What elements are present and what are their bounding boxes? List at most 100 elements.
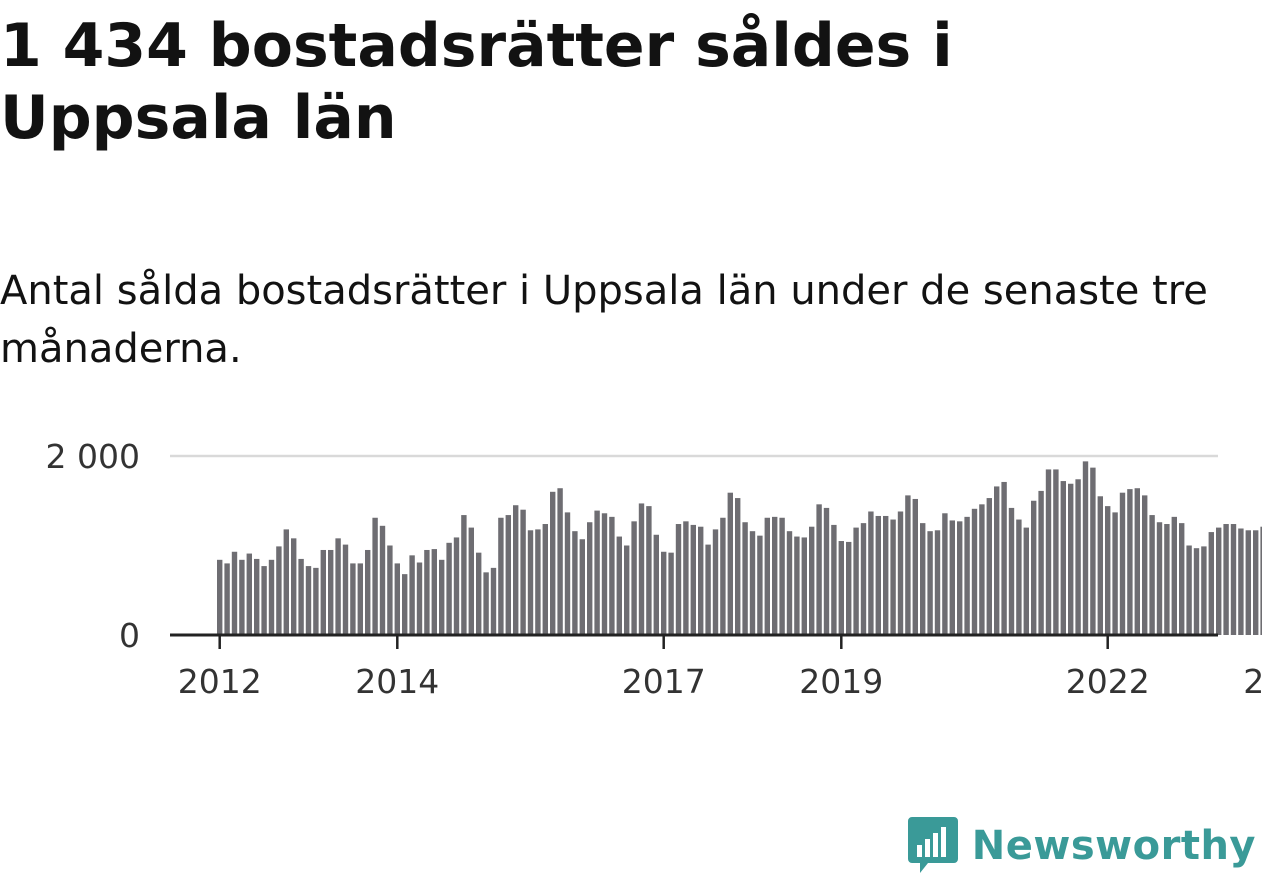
- bar: [1223, 524, 1229, 635]
- y-tick-label: 0: [119, 616, 140, 655]
- bar: [490, 567, 497, 635]
- bar: [846, 541, 852, 635]
- bar: [823, 507, 830, 635]
- bar: [690, 524, 696, 635]
- bar: [786, 531, 793, 635]
- bar: [468, 527, 474, 635]
- bar: [979, 504, 985, 635]
- bar: [542, 524, 548, 635]
- bar: [217, 559, 223, 635]
- bar: [1149, 515, 1155, 635]
- bar: [1031, 500, 1037, 635]
- bar: [1186, 545, 1192, 635]
- page-subtitle: Antal sålda bostadsrätter i Uppsala län …: [0, 268, 1208, 372]
- bar: [409, 555, 415, 635]
- bar: [513, 505, 519, 635]
- bar: [964, 516, 970, 635]
- bar: [1127, 489, 1133, 635]
- bar: [809, 526, 815, 635]
- bar: [535, 529, 541, 635]
- bar: [483, 572, 489, 635]
- bar: [557, 488, 563, 635]
- bar: [1060, 481, 1066, 635]
- bar: [476, 552, 482, 635]
- bar: [1082, 461, 1089, 635]
- bar: [1156, 522, 1163, 635]
- bar: [283, 529, 289, 635]
- bar: [446, 542, 452, 635]
- bar: [831, 524, 837, 635]
- bar: [661, 551, 667, 635]
- bar: [564, 512, 571, 635]
- bar: [764, 517, 770, 635]
- bar: [942, 513, 948, 635]
- bar: [387, 545, 393, 635]
- bar: [1193, 548, 1200, 635]
- bar: [609, 516, 615, 635]
- bar: [505, 515, 511, 635]
- bar: [379, 525, 386, 635]
- bar: [698, 526, 704, 635]
- bar: [601, 513, 608, 635]
- bar: [1216, 527, 1222, 635]
- bar: [527, 530, 534, 635]
- bar: [1171, 516, 1177, 635]
- bar: [653, 534, 659, 635]
- bar: [927, 531, 933, 635]
- bar-value-label: 1 434: [1259, 454, 1262, 493]
- bar: [320, 549, 326, 635]
- bar: [1053, 469, 1059, 635]
- brand-name: Newsworthy: [971, 823, 1256, 869]
- bar: [246, 553, 252, 635]
- bar: [1245, 530, 1251, 635]
- bar: [868, 511, 874, 635]
- bar: [1038, 490, 1044, 635]
- bar: [291, 538, 297, 635]
- bar: [712, 529, 719, 635]
- bar: [638, 503, 645, 635]
- bar: [631, 521, 637, 635]
- bar: [816, 504, 822, 635]
- bar: [683, 521, 689, 635]
- bar: [1201, 546, 1207, 635]
- bar: [920, 523, 926, 635]
- bar: [646, 506, 652, 635]
- bar: [231, 551, 238, 635]
- bar: [342, 544, 349, 635]
- bar: [579, 539, 585, 635]
- bar: [372, 517, 378, 635]
- bar: [838, 541, 844, 635]
- bar: [424, 549, 430, 635]
- bar: [461, 515, 467, 635]
- bar: [224, 563, 230, 635]
- bar: [1134, 488, 1140, 635]
- x-tick-label: 2014: [355, 662, 439, 701]
- bar: [431, 549, 437, 635]
- bar: [957, 521, 963, 635]
- bar: [1238, 528, 1244, 635]
- bar: [897, 511, 904, 635]
- bar: [394, 563, 400, 635]
- bar: [550, 491, 556, 635]
- bar: [305, 566, 312, 635]
- x-tick-label: 2019: [799, 662, 883, 701]
- bar: [727, 492, 733, 635]
- bar: [268, 559, 275, 635]
- bar: [1142, 495, 1148, 635]
- bar: [1112, 512, 1118, 635]
- bar: [883, 515, 889, 635]
- bar: [1016, 519, 1022, 635]
- bar: [350, 563, 356, 635]
- bar: [357, 563, 363, 635]
- bar: [986, 498, 992, 635]
- bar: [794, 536, 800, 635]
- bar: [860, 523, 867, 635]
- bar: [749, 531, 756, 635]
- bar: [261, 566, 267, 635]
- bar: [757, 535, 763, 635]
- bar: [335, 538, 341, 635]
- bar: [1179, 523, 1185, 635]
- bar: [587, 522, 593, 635]
- bar: [1023, 527, 1029, 635]
- bar: [1090, 467, 1096, 635]
